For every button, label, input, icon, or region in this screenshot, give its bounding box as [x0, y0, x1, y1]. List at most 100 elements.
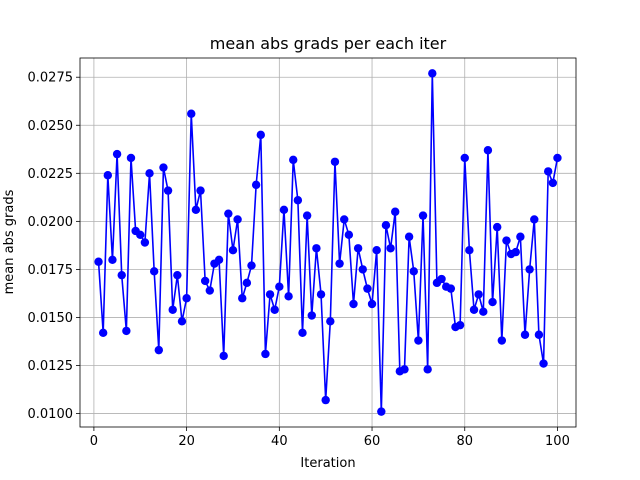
- data-point: [404, 232, 414, 241]
- data-point: [145, 169, 154, 178]
- data-point: [112, 149, 122, 159]
- x-tick-label: 40: [271, 434, 288, 449]
- data-point: [455, 320, 465, 330]
- data-point: [173, 270, 182, 280]
- data-point: [126, 153, 136, 163]
- y-tick-label: 0.0100: [28, 407, 74, 422]
- data-point: [344, 230, 354, 240]
- data-point: [103, 171, 113, 180]
- data-point: [548, 178, 558, 188]
- data-point: [298, 328, 307, 338]
- x-tick-label: 20: [178, 434, 195, 449]
- data-point: [307, 311, 316, 320]
- y-axis-ticks: 0.0100 0.0125 0.0150 0.0175 0.0200 0.0225 0.02…: [28, 71, 80, 422]
- data-point: [247, 261, 256, 270]
- y-tick-label: 0.0200: [28, 215, 74, 230]
- data-point: [367, 299, 377, 309]
- data-point: [136, 230, 145, 240]
- y-tick-label: 0.0275: [28, 71, 74, 86]
- data-point: [520, 330, 530, 339]
- x-tick-label: 0: [90, 434, 98, 449]
- data-point: [321, 395, 330, 405]
- data-point: [238, 294, 247, 303]
- chart-title: mean abs grads per each iter: [210, 34, 447, 53]
- data-point: [363, 284, 372, 293]
- data-point: [340, 215, 349, 224]
- data-point: [525, 265, 534, 274]
- data-point: [187, 109, 196, 118]
- data-point: [335, 259, 344, 268]
- data-point: [233, 215, 242, 224]
- data-point: [534, 330, 544, 339]
- data-point: [502, 236, 511, 245]
- data-point: [330, 157, 340, 166]
- data-point: [543, 167, 553, 176]
- data-point: [154, 345, 164, 355]
- data-point: [516, 232, 525, 241]
- data-point: [437, 274, 446, 284]
- data-point: [163, 186, 173, 195]
- y-tick-label: 0.0150: [28, 311, 74, 326]
- data-point: [256, 130, 265, 140]
- data-point: [469, 305, 479, 314]
- data-point: [553, 153, 562, 163]
- data-point: [196, 186, 205, 195]
- data-point: [428, 69, 437, 78]
- data-point: [140, 238, 150, 247]
- data-series: [94, 69, 562, 416]
- data-point: [418, 211, 428, 220]
- data-point: [270, 305, 279, 314]
- x-axis-label: Iteration: [300, 456, 355, 471]
- x-axis-ticks: 0 20 40 60 80 100: [90, 427, 570, 449]
- series-line: [97, 72, 559, 413]
- data-point: [530, 215, 539, 224]
- data-point: [289, 155, 298, 165]
- data-point: [122, 326, 131, 336]
- data-point: [261, 349, 270, 359]
- data-point: [265, 290, 275, 299]
- plot-frame: [79, 57, 577, 428]
- data-point: [251, 180, 261, 190]
- data-point: [219, 351, 228, 361]
- data-point: [98, 328, 108, 338]
- data-point: [539, 359, 548, 368]
- data-point: [279, 205, 289, 215]
- data-point: [284, 292, 293, 301]
- data-point: [488, 297, 497, 307]
- data-point: [497, 336, 507, 345]
- data-point: [474, 290, 483, 299]
- y-axis-label: mean abs grads: [2, 189, 17, 294]
- data-point: [479, 307, 488, 316]
- data-point: [275, 282, 284, 291]
- data-point: [400, 365, 409, 374]
- data-point: [386, 244, 395, 253]
- data-point: [465, 245, 474, 255]
- data-point: [302, 211, 312, 220]
- x-tick-label: 80: [456, 434, 473, 449]
- data-point: [377, 407, 386, 416]
- data-point: [460, 153, 469, 163]
- data-point: [182, 294, 191, 303]
- data-point: [483, 146, 493, 155]
- data-point: [316, 290, 326, 299]
- data-point: [214, 255, 224, 264]
- data-point: [446, 284, 456, 293]
- data-point: [168, 305, 177, 314]
- y-tick-label: 0.0175: [28, 263, 74, 278]
- data-point: [312, 244, 321, 253]
- data-point: [200, 276, 210, 286]
- data-point: [159, 163, 168, 172]
- data-point: [492, 222, 502, 232]
- x-tick-label: 60: [364, 434, 381, 449]
- data-point: [353, 244, 363, 253]
- data-point: [94, 257, 103, 266]
- data-point: [391, 207, 400, 216]
- y-tick-label: 0.0125: [28, 359, 74, 374]
- data-point: [293, 196, 303, 205]
- data-point: [423, 365, 432, 374]
- data-point: [191, 205, 201, 215]
- data-point: [381, 221, 391, 230]
- data-point: [117, 270, 126, 280]
